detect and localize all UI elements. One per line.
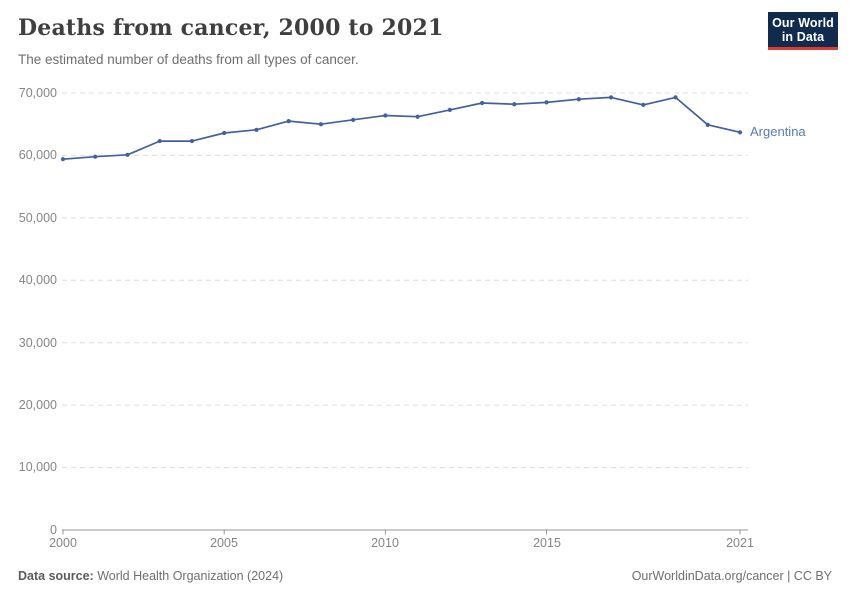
owid-logo-line2: in Data [781,30,825,44]
x-tick-label: 2005 [210,536,238,550]
y-tick-label: 10,000 [18,460,57,474]
data-source-label: Data source: [18,569,94,583]
chart-footer: Data source: World Health Organization (… [18,569,832,583]
y-tick-label: 30,000 [18,336,57,350]
y-tick-label: 50,000 [18,211,57,225]
y-tick-label: 20,000 [18,398,57,412]
x-tick-label: 2010 [371,536,399,550]
data-source-value: World Health Organization (2024) [93,569,284,583]
x-tick-label: 2021 [726,536,754,550]
series-label-argentina: Argentina [750,124,806,140]
owid-logo-line1: Our World [772,16,834,30]
y-tick-label: 0 [50,523,57,537]
chart-title: Deaths from cancer, 2000 to 2021 [18,15,444,41]
y-tick-label: 60,000 [18,148,57,162]
x-tick-label: 2000 [49,536,77,550]
owid-cc-by-link[interactable]: OurWorldinData.org/cancer | CC BY [631,569,832,583]
y-tick-label: 70,000 [18,86,57,100]
chart-subtitle: The estimated number of deaths from all … [18,52,359,67]
x-tick-label: 2015 [533,536,561,550]
y-tick-label: 40,000 [18,273,57,287]
data-source-text: Data source: World Health Organization (… [18,569,283,583]
owid-logo[interactable]: Our World in Data [768,12,838,50]
